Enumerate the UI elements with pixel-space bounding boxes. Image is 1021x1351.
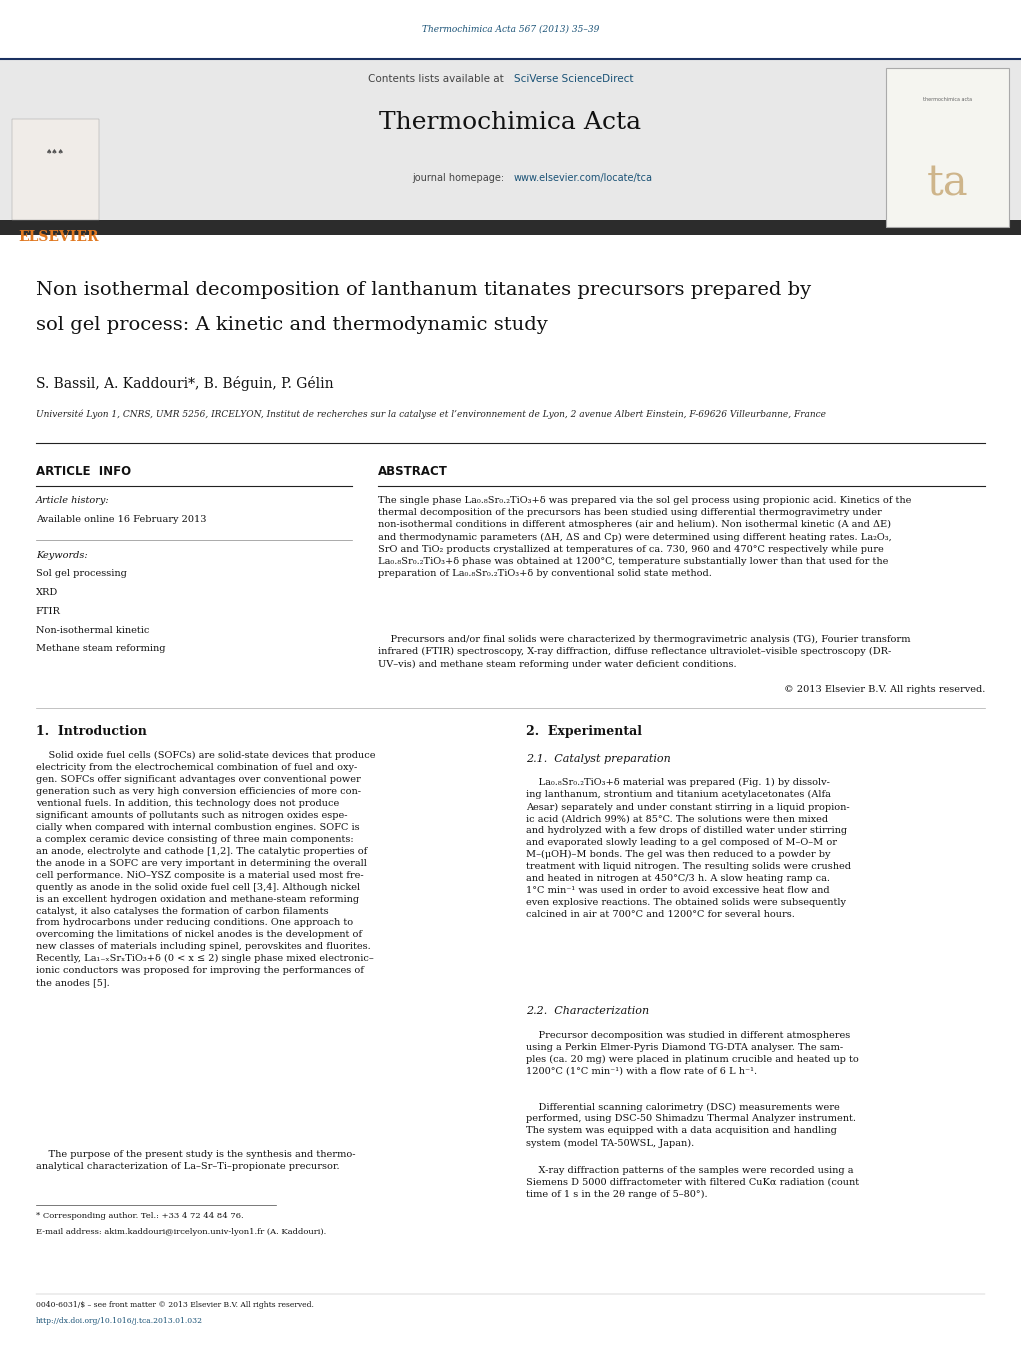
Text: ABSTRACT: ABSTRACT <box>378 465 447 478</box>
Bar <box>886 68 1009 227</box>
Text: Precursor decomposition was studied in different atmospheres
using a Perkin Elme: Precursor decomposition was studied in d… <box>526 1031 859 1075</box>
Text: ARTICLE  INFO: ARTICLE INFO <box>36 465 131 478</box>
Bar <box>0 220 1021 235</box>
Text: Sol gel processing: Sol gel processing <box>36 569 127 578</box>
Text: 2.  Experimental: 2. Experimental <box>526 725 642 739</box>
Text: * Corresponding author. Tel.: +33 4 72 44 84 76.: * Corresponding author. Tel.: +33 4 72 4… <box>36 1212 243 1220</box>
Bar <box>0 59 1021 232</box>
Text: Methane steam reforming: Methane steam reforming <box>36 644 165 654</box>
Text: Contents lists available at: Contents lists available at <box>369 74 507 84</box>
Text: ELSEVIER: ELSEVIER <box>18 230 99 243</box>
Text: SciVerse ScienceDirect: SciVerse ScienceDirect <box>514 74 633 84</box>
Text: The single phase La₀.₈Sr₀.₂TiO₃+δ was prepared via the sol gel process using pro: The single phase La₀.₈Sr₀.₂TiO₃+δ was pr… <box>378 496 911 578</box>
Text: The purpose of the present study is the synthesis and thermo-
analytical charact: The purpose of the present study is the … <box>36 1150 355 1170</box>
Text: Precursors and/or final solids were characterized by thermogravimetric analysis : Precursors and/or final solids were char… <box>378 635 911 669</box>
Text: La₀.₈Sr₀.₂TiO₃+δ material was prepared (Fig. 1) by dissolv-
ing lanthanum, stron: La₀.₈Sr₀.₂TiO₃+δ material was prepared (… <box>526 778 850 919</box>
Text: www.elsevier.com/locate/tca: www.elsevier.com/locate/tca <box>514 173 652 182</box>
Text: ta: ta <box>927 162 968 204</box>
Text: thermochimica acta: thermochimica acta <box>923 97 972 103</box>
Text: 2.2.  Characterization: 2.2. Characterization <box>526 1006 649 1016</box>
Text: Non-isothermal kinetic: Non-isothermal kinetic <box>36 626 149 635</box>
Text: 1.  Introduction: 1. Introduction <box>36 725 147 739</box>
Text: 2.1.  Catalyst preparation: 2.1. Catalyst preparation <box>526 754 671 763</box>
Text: E-mail address: akim.kaddouri@ircelyon.univ-lyon1.fr (A. Kaddouri).: E-mail address: akim.kaddouri@ircelyon.u… <box>36 1228 326 1236</box>
Text: Differential scanning calorimetry (DSC) measurements were
performed, using DSC-5: Differential scanning calorimetry (DSC) … <box>526 1102 856 1147</box>
Text: Thermochimica Acta: Thermochimica Acta <box>380 111 641 134</box>
Text: 0040-6031/$ – see front matter © 2013 Elsevier B.V. All rights reserved.: 0040-6031/$ – see front matter © 2013 El… <box>36 1301 313 1309</box>
Text: © 2013 Elsevier B.V. All rights reserved.: © 2013 Elsevier B.V. All rights reserved… <box>784 685 985 694</box>
Text: Keywords:: Keywords: <box>36 551 88 561</box>
Text: Solid oxide fuel cells (SOFCs) are solid-state devices that produce
electricity : Solid oxide fuel cells (SOFCs) are solid… <box>36 751 376 988</box>
Text: Thermochimica Acta 567 (2013) 35–39: Thermochimica Acta 567 (2013) 35–39 <box>422 24 599 34</box>
Text: sol gel process: A kinetic and thermodynamic study: sol gel process: A kinetic and thermodyn… <box>36 316 547 334</box>
Text: Université Lyon 1, CNRS, UMR 5256, IRCELYON, Institut de recherches sur la catal: Université Lyon 1, CNRS, UMR 5256, IRCEL… <box>36 409 826 419</box>
Text: Non isothermal decomposition of lanthanum titanates precursors prepared by: Non isothermal decomposition of lanthanu… <box>36 281 811 299</box>
Text: ♠♠♠: ♠♠♠ <box>46 149 64 154</box>
Bar <box>12 119 99 220</box>
Text: XRD: XRD <box>36 588 58 597</box>
Text: Article history:: Article history: <box>36 496 109 505</box>
Text: FTIR: FTIR <box>36 607 60 616</box>
Text: journal homepage:: journal homepage: <box>412 173 507 182</box>
Text: S. Bassil, A. Kaddouri*, B. Béguin, P. Gélin: S. Bassil, A. Kaddouri*, B. Béguin, P. G… <box>36 376 334 390</box>
Text: Available online 16 February 2013: Available online 16 February 2013 <box>36 515 206 524</box>
Text: X-ray diffraction patterns of the samples were recorded using a
Siemens D 5000 d: X-ray diffraction patterns of the sample… <box>526 1166 859 1198</box>
Text: http://dx.doi.org/10.1016/j.tca.2013.01.032: http://dx.doi.org/10.1016/j.tca.2013.01.… <box>36 1317 203 1325</box>
